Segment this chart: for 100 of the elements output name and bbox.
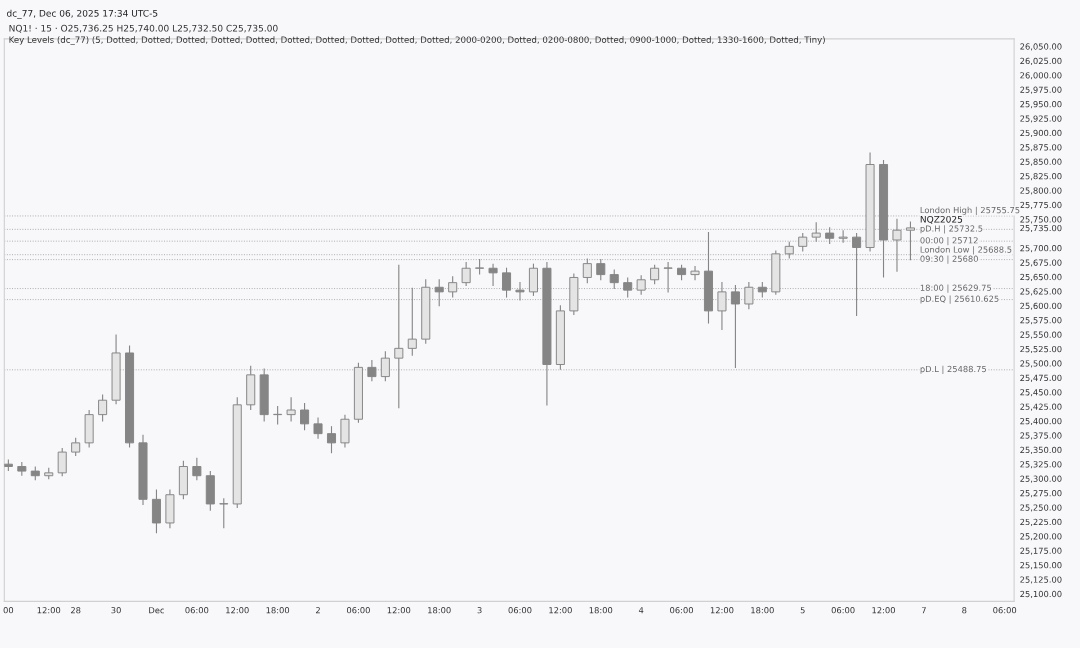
x-tick-label: 12:00	[872, 607, 895, 614]
y-tick-label: 25,300.00	[1020, 475, 1062, 483]
y-tick-label: 26,000.00	[1020, 72, 1062, 80]
x-tick-label: 18:00	[751, 607, 774, 614]
x-tick-label: 5	[800, 607, 805, 614]
x-tick-label: 06:00	[346, 607, 370, 614]
candlestick	[892, 218, 902, 272]
y-tick-label: 25,750.00	[1020, 216, 1062, 224]
x-tick-label: Dec	[149, 607, 165, 614]
candlestick	[434, 279, 444, 307]
candlestick	[340, 414, 350, 448]
y-tick-label: 25,500.00	[1020, 360, 1062, 368]
y-tick-label: 25,225.00	[1020, 518, 1062, 526]
annotation: NQZ2025	[920, 215, 963, 224]
ref-line-label: 00:00 | 25712	[920, 236, 978, 246]
y-tick-label: 25,150.00	[1020, 562, 1062, 570]
y-tick-label: 25,525.00	[1020, 345, 1062, 354]
x-tick-label: 3	[477, 607, 482, 614]
ref-line-label: London High | 25755.75	[920, 206, 1020, 216]
y-tick-label: 25,675.00	[1020, 259, 1062, 267]
candlestick	[502, 267, 512, 298]
y-tick-label: 25,475.00	[1020, 374, 1062, 382]
y-tick-label: 25,375.00	[1020, 432, 1062, 440]
x-tick-label: 30	[111, 607, 121, 614]
y-tick-label: 25,400.00	[1020, 417, 1062, 426]
candlestick	[488, 263, 498, 287]
x-tick-label: 18:00	[428, 607, 451, 614]
y-tick-label: 25,600.00	[1020, 302, 1062, 310]
x-tick-label: 00	[3, 607, 14, 614]
y-tick-label: 26,025.00	[1020, 57, 1062, 65]
y-tick-label: 25,125.00	[1020, 576, 1062, 584]
x-tick-label: 2	[315, 607, 320, 614]
y-tick-label: 25,175.00	[1020, 547, 1062, 555]
y-tick-label: 25,800.00	[1020, 187, 1062, 195]
ref-line-label: 18:00 | 25629.75	[920, 284, 992, 293]
ref-line-label: 09:30 | 25680	[920, 255, 978, 264]
text: dc_77, Dec 06, 2025 17:34 UTC-5	[6, 9, 158, 19]
candlestick	[286, 397, 296, 422]
x-tick-label: 4	[638, 607, 644, 614]
y-tick-label: 25,850.00	[1020, 158, 1062, 166]
candlestick	[515, 282, 525, 301]
y-tick-label: 25,200.00	[1020, 533, 1062, 541]
y-tick-label: 25,975.00	[1020, 86, 1062, 94]
candlestick	[528, 263, 538, 296]
candlestick	[151, 489, 161, 534]
x-tick-label: 06:00	[508, 607, 532, 614]
ref-line-label: London Low | 25688.5	[920, 246, 1012, 255]
candlestick	[394, 264, 404, 409]
y-tick-label: 25,650.00	[1020, 273, 1062, 282]
x-tick-label: 12:00	[226, 607, 249, 614]
y-tick-label: 25,950.00	[1020, 100, 1062, 109]
y-tick-label: 25,325.00	[1020, 461, 1062, 469]
candlestick	[300, 403, 310, 431]
candlestick	[57, 448, 67, 477]
candlestick	[650, 264, 660, 285]
candlestick	[367, 359, 377, 382]
candlestick	[636, 275, 646, 295]
candlestick	[313, 417, 323, 439]
candlestick	[219, 498, 229, 529]
y-tick-label: 25,100.00	[1020, 590, 1062, 598]
candlestick	[623, 277, 633, 298]
ref-line-label: pD.L | 25488.75	[920, 365, 987, 374]
x-tick-label: 8	[962, 607, 967, 614]
y-tick-label: 25,875.00	[1020, 144, 1062, 152]
candlestick	[690, 265, 700, 281]
y-tick-label: 26,050.00	[1020, 43, 1062, 51]
y-tick-label: 25,250.00	[1020, 504, 1062, 512]
y-tick-label: 25,925.00	[1020, 115, 1062, 123]
candlestick	[407, 287, 417, 356]
ref-line-label: pD.EQ | 25610.625	[920, 295, 999, 304]
y-tick-label: 25,625.00	[1020, 288, 1062, 296]
y-tick-label: 25,775.00	[1020, 201, 1062, 209]
x-tick-label: 12:00	[710, 607, 734, 614]
x-tick-label: 06:00	[831, 607, 855, 614]
y-tick-label: 25,450.00	[1020, 389, 1062, 397]
candlestick	[730, 284, 740, 368]
candlestick	[717, 282, 727, 330]
candlestick	[838, 230, 848, 243]
y-tick-label: 25,735.00	[1020, 224, 1062, 233]
candlestick	[192, 457, 202, 481]
y-tick-label: 25,350.00	[1020, 446, 1062, 454]
x-tick-label: 12:00	[387, 607, 411, 614]
candlestick	[98, 394, 108, 422]
candlestick	[380, 351, 390, 382]
y-tick-label: 25,575.00	[1020, 317, 1062, 325]
chart-subtitle: Key Levels (dc_77) (5, Dotted, Dotted, Dotted, Dotted, Dotted, Dotted, Dotted, Dotted, Dotted, Dotted, 2000-0200, Dotted, 0200-0800, Dotted, 0900-1000, Dotted, 1330-1600, Dotted, Tiny)	[9, 36, 825, 45]
ref-line-label: pD.H | 25732.5	[920, 225, 983, 234]
x-tick-label: 12:00	[549, 607, 572, 614]
y-tick-label: 25,825.00	[1020, 173, 1062, 181]
candlestick	[461, 261, 471, 287]
candlestick	[326, 426, 337, 454]
x-tick-label: 06:00	[993, 607, 1017, 614]
chart-title: NQ1! · 15 · O25,736.25 H25,740.00 L25,732.50 C25,735.00	[9, 24, 278, 33]
y-tick-label: 25,900.00	[1020, 129, 1062, 137]
y-tick-label: 25,425.00	[1020, 403, 1062, 411]
candlestick	[596, 259, 606, 281]
x-tick-label: 7	[921, 607, 926, 614]
candlestick	[852, 233, 862, 317]
x-tick-label: 06:00	[670, 607, 694, 614]
candlestick	[663, 261, 673, 293]
